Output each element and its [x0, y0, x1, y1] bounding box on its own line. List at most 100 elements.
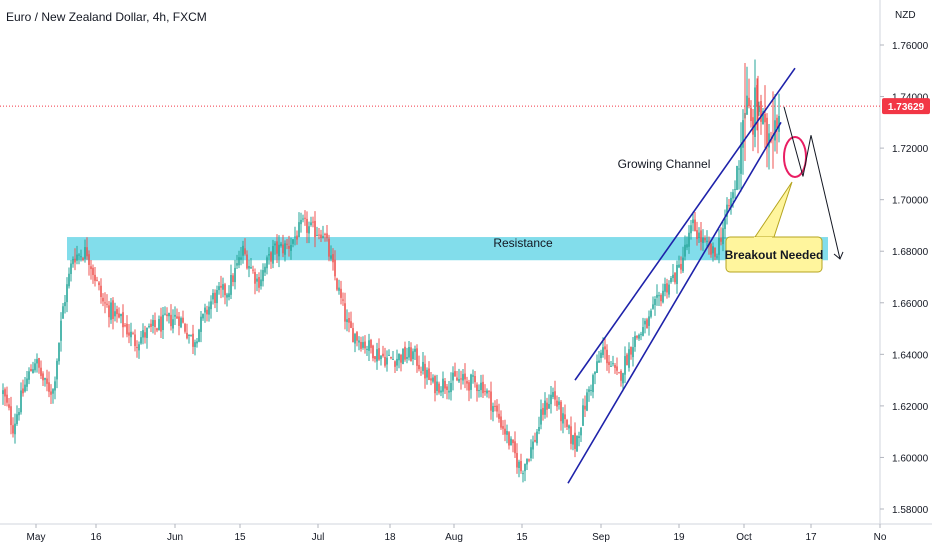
candle-body — [16, 414, 18, 425]
candle-body — [472, 375, 474, 377]
candle-body — [334, 259, 336, 277]
candle-body — [64, 302, 66, 307]
candle-body — [212, 292, 214, 300]
candle-body — [644, 320, 646, 325]
candle-body — [758, 106, 760, 113]
candle-body — [734, 189, 736, 191]
candle-body — [14, 423, 16, 435]
candle-body — [136, 346, 138, 348]
candle-body — [774, 120, 776, 141]
candle-body — [554, 391, 556, 400]
candle-body — [358, 340, 360, 343]
candle-body — [620, 370, 622, 381]
candle-body — [408, 346, 410, 358]
candle-body — [750, 107, 752, 122]
time-tick-label: 16 — [90, 532, 102, 543]
callout-text: Breakout Needed — [725, 248, 824, 262]
price-tick-label: 1.66000 — [892, 299, 929, 310]
candle-body — [266, 257, 268, 269]
time-axis[interactable]: May 16 Jun 15 Jul 18 Aug 15 Sep 19 Oct 17 No — [27, 524, 887, 543]
channel-upper-line[interactable] — [574, 67, 796, 381]
candle-body — [190, 334, 192, 336]
resistance-zone — [67, 237, 828, 261]
candle-body — [170, 314, 172, 327]
candle-body — [362, 342, 364, 348]
callout-pointer — [752, 181, 793, 241]
callout-box[interactable] — [725, 236, 823, 273]
price-tick-label: 1.58000 — [892, 505, 929, 516]
candle-body — [40, 367, 42, 376]
candle-body — [206, 309, 208, 315]
candle-body — [270, 252, 272, 262]
candle-body — [86, 247, 88, 257]
candle-body — [524, 463, 526, 472]
candle-body — [370, 339, 372, 348]
time-tick-label: 19 — [673, 532, 685, 543]
candle-body — [54, 381, 56, 391]
candle-body — [420, 371, 422, 373]
candle-body — [584, 405, 586, 410]
candle-body — [428, 368, 430, 380]
candle-body — [174, 314, 176, 317]
candle-body — [94, 274, 96, 281]
candle-body — [468, 382, 470, 391]
candle-body — [138, 344, 140, 351]
candle-body — [660, 294, 662, 302]
candle-body — [28, 371, 30, 380]
candle-body — [320, 234, 322, 239]
candle-body — [414, 348, 416, 352]
breakout-circle[interactable] — [783, 136, 807, 178]
candle-body — [280, 243, 282, 246]
candle-body — [162, 314, 164, 331]
candle-body — [410, 347, 412, 362]
candle-body — [544, 400, 546, 415]
candle-body — [282, 244, 284, 254]
candle-body — [108, 305, 110, 318]
candle-body — [688, 232, 690, 247]
candle-body — [776, 117, 778, 129]
price-tick-label: 1.76000 — [892, 41, 929, 52]
candle-body — [670, 277, 672, 283]
price-axis-currency: NZD — [895, 10, 916, 21]
candle-body — [248, 265, 250, 269]
candle-body — [610, 365, 612, 367]
candle-body — [288, 245, 290, 249]
candle-body — [300, 219, 302, 225]
candle-body — [216, 290, 218, 304]
candle-body — [380, 355, 382, 360]
candle-body — [552, 392, 554, 398]
candle-body — [546, 402, 548, 410]
candle-body — [218, 286, 220, 291]
candle-body — [694, 219, 696, 232]
candle-body — [458, 379, 460, 382]
candle-body — [122, 312, 124, 328]
candle-body — [168, 312, 170, 317]
candle-body — [354, 334, 356, 344]
candle-body — [264, 266, 266, 273]
price-axis[interactable]: 1.58000 1.60000 1.62000 1.64000 1.66000 1.680… — [880, 41, 929, 516]
candle-body — [158, 319, 160, 331]
candle-body — [534, 439, 536, 442]
candle-body — [658, 295, 660, 297]
candle-body — [470, 374, 472, 390]
candle-body — [378, 348, 380, 360]
candle-body — [466, 381, 468, 384]
candle-body — [22, 388, 24, 394]
candle-body — [246, 254, 248, 269]
candle-body — [150, 323, 152, 327]
projection-path[interactable] — [783, 106, 841, 260]
candle-body — [204, 307, 206, 313]
time-tick-label: Oct — [736, 532, 752, 543]
time-tick-label: 17 — [805, 532, 817, 543]
candle-body — [508, 432, 510, 446]
candle-body — [8, 404, 10, 408]
candle-body — [586, 392, 588, 411]
candle-body — [34, 363, 36, 371]
candle-body — [494, 405, 496, 407]
channel-lower-line[interactable] — [567, 121, 782, 484]
candle-body — [244, 248, 246, 254]
candle-body — [58, 342, 60, 362]
candle-body — [4, 389, 6, 397]
